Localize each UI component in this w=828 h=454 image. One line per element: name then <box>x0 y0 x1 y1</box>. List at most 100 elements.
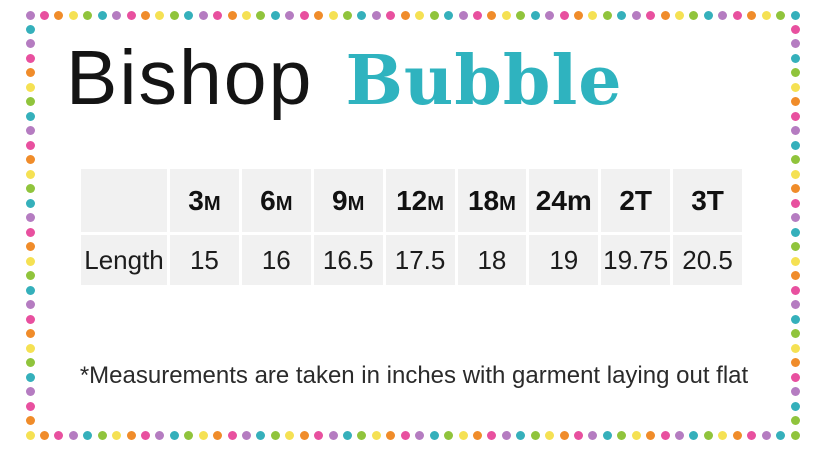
border-dot <box>126 430 136 440</box>
border-dot <box>790 271 800 281</box>
border-dot <box>198 10 208 20</box>
corner-cell <box>81 169 167 232</box>
border-dot <box>790 53 800 63</box>
border-dot <box>112 430 122 440</box>
border-dot <box>184 430 194 440</box>
border-dot <box>790 213 800 223</box>
border-dot <box>25 111 35 121</box>
border-dot <box>617 10 627 20</box>
border-dot <box>660 10 670 20</box>
border-dot <box>790 39 800 49</box>
border-dot <box>790 401 800 411</box>
size-column-header: 6M <box>241 169 311 232</box>
border-dot <box>790 242 800 252</box>
border-dot <box>530 430 540 440</box>
border-dot <box>126 10 136 20</box>
measurement-value: 16.5 <box>313 235 383 285</box>
border-dot <box>155 430 165 440</box>
border-dot <box>25 256 35 266</box>
measurement-value: 17.5 <box>385 235 455 285</box>
border-dot <box>270 430 280 440</box>
border-dot <box>25 430 35 440</box>
border-dot <box>415 430 425 440</box>
border-dot <box>472 10 482 20</box>
border-dot <box>675 430 685 440</box>
measurement-value: 19.75 <box>601 235 671 285</box>
border-dot <box>357 430 367 440</box>
border-dot <box>646 430 656 440</box>
border-dot <box>314 430 324 440</box>
size-column-header: 3T <box>673 169 742 232</box>
border-dot <box>790 387 800 397</box>
border-dot <box>314 10 324 20</box>
border-dot <box>25 155 35 165</box>
border-dot <box>689 10 699 20</box>
border-dot <box>718 10 728 20</box>
title-garment-type: Bubble <box>345 41 623 121</box>
size-column-header: 2T <box>601 169 671 232</box>
border-dot <box>617 430 627 440</box>
size-header-row: 3M 6M 9M 12M 18M 24m 2T 3T <box>81 169 742 232</box>
border-dot <box>25 401 35 411</box>
border-dot <box>790 256 800 266</box>
measurement-footnote: *Measurements are taken in inches with g… <box>79 362 749 389</box>
border-dot <box>415 10 425 20</box>
border-dot <box>68 10 78 20</box>
border-dot <box>25 68 35 78</box>
border-dot <box>213 430 223 440</box>
border-dot <box>328 430 338 440</box>
border-dot <box>732 430 742 440</box>
border-dot <box>25 285 35 295</box>
border-dot <box>299 430 309 440</box>
border-dot <box>25 227 35 237</box>
border-dot <box>227 10 237 20</box>
border-dot <box>97 10 107 20</box>
border-dot <box>573 430 583 440</box>
measurement-value: 20.5 <box>673 235 742 285</box>
border-dot <box>545 430 555 440</box>
row-label: Length <box>81 235 167 285</box>
border-dot <box>790 329 800 339</box>
border-dot <box>25 184 35 194</box>
border-dot <box>761 10 771 20</box>
border-dot <box>516 430 526 440</box>
border-dot <box>25 314 35 324</box>
border-dot <box>516 10 526 20</box>
border-dot <box>776 10 786 20</box>
border-dot <box>487 430 497 440</box>
border-dot <box>790 343 800 353</box>
border-dot <box>660 430 670 440</box>
border-dot <box>790 169 800 179</box>
border-dot <box>39 10 49 20</box>
border-dot <box>790 300 800 310</box>
border-dot <box>54 430 64 440</box>
border-dot <box>703 430 713 440</box>
border-dot <box>790 358 800 368</box>
border-dot <box>25 242 35 252</box>
border-dot <box>501 430 511 440</box>
border-dot <box>25 39 35 49</box>
border-dot <box>444 430 454 440</box>
size-chart-table: 3M 6M 9M 12M 18M 24m 2T 3T Length 15 16 16.5 17.5 18… <box>78 166 745 288</box>
border-dot <box>400 430 410 440</box>
border-dot <box>790 140 800 150</box>
border-dot <box>169 430 179 440</box>
border-dot <box>776 430 786 440</box>
border-dot <box>559 430 569 440</box>
border-dot <box>718 430 728 440</box>
border-dot <box>25 140 35 150</box>
size-column-header: 3M <box>170 169 239 232</box>
size-column-header: 9M <box>313 169 383 232</box>
border-dot <box>631 430 641 440</box>
border-dot <box>761 430 771 440</box>
border-dot <box>242 430 251 440</box>
border-dot <box>25 53 35 63</box>
border-dot <box>790 314 800 324</box>
border-dot <box>790 155 800 165</box>
border-dot <box>198 430 208 440</box>
border-dot <box>545 10 555 20</box>
border-dot <box>25 387 35 397</box>
border-dot <box>790 97 800 107</box>
border-dot <box>790 24 800 34</box>
